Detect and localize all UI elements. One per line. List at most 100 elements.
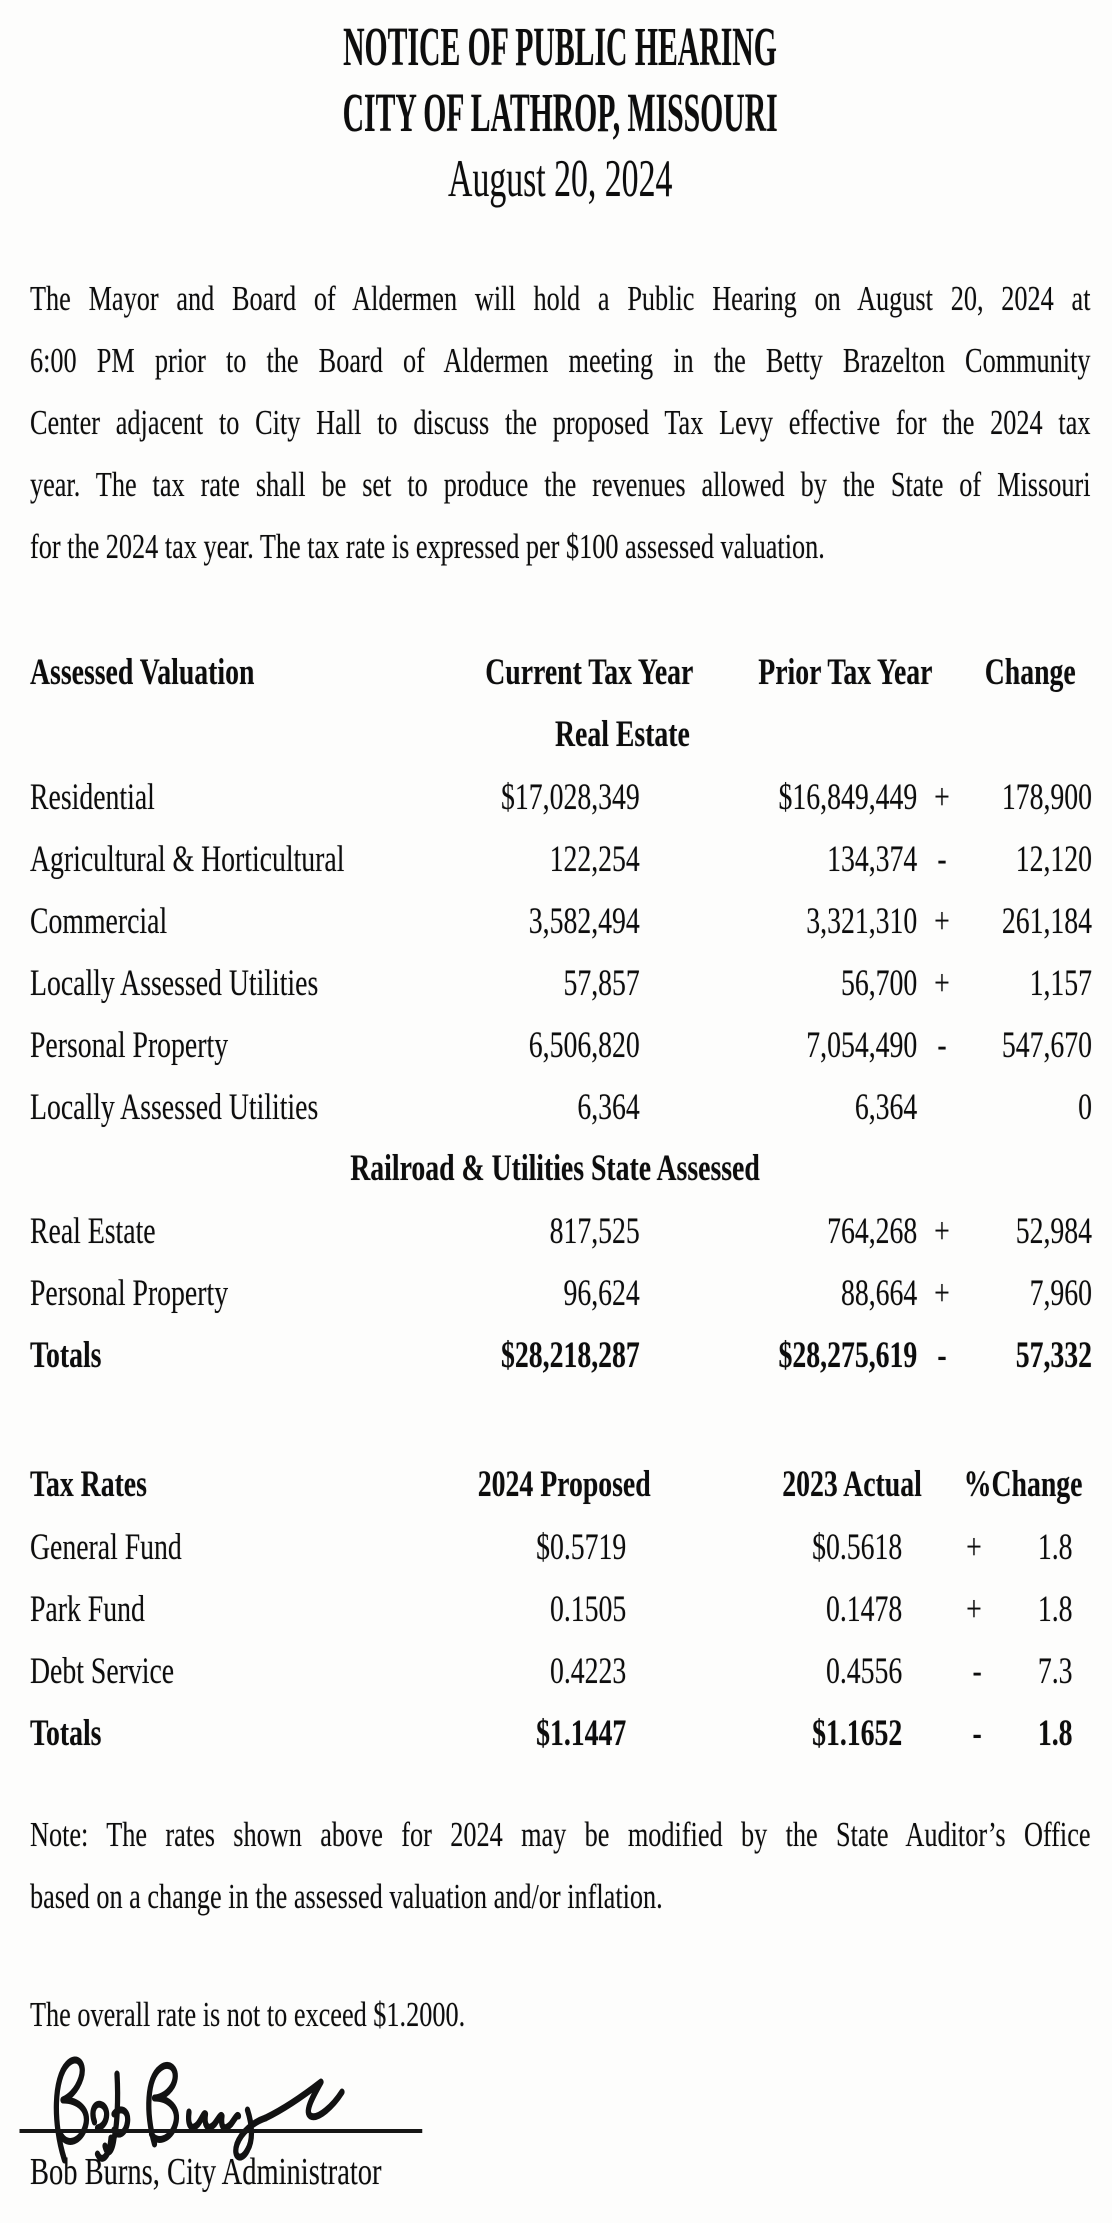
pct-value: 7.3: [1037, 1650, 1073, 1692]
change-value: 178,900: [1001, 776, 1092, 818]
row-label: Totals: [30, 1334, 102, 1376]
change-sign: +: [934, 1210, 950, 1252]
change-value: 547,670: [1001, 1024, 1092, 1066]
intro-line: year. The tax rate shall be set to produ…: [30, 465, 1091, 504]
current-value: $17,028,349: [501, 776, 640, 818]
column-header-proposed: 2024 Proposed: [477, 1464, 651, 1505]
city-title: CITY OF LATHROP, MISSOURI: [342, 82, 778, 143]
row-label: Real Estate: [30, 1210, 156, 1252]
table-row: Agricultural & Horticultural 122,254 134…: [30, 828, 1092, 890]
note-line: based on a change in the assessed valuat…: [30, 1877, 663, 1916]
proposed-value: $1.1447: [536, 1712, 627, 1754]
city-title-line: CITY OF LATHROP, MISSOURI: [30, 80, 1091, 146]
table-row: Residential $17,028,349 $16,849,449 + 17…: [30, 766, 1092, 828]
prior-value: 7,054,490: [806, 1024, 918, 1066]
pct-value: 1.8: [1037, 1712, 1073, 1754]
pct-value: 1.8: [1037, 1588, 1073, 1630]
change-value: 261,184: [1001, 900, 1092, 942]
change-sign: +: [934, 1272, 950, 1314]
assessed-valuation-header-row: Assessed Valuation Current Tax Year Prio…: [30, 642, 1091, 704]
pct-sign: +: [966, 1526, 982, 1568]
current-value: 6,506,820: [528, 1024, 640, 1066]
change-sign: +: [934, 900, 950, 942]
prior-value: $28,275,619: [778, 1334, 918, 1376]
change-sign: +: [934, 962, 950, 1004]
prior-value: 764,268: [827, 1210, 918, 1252]
row-label: Locally Assessed Utilities: [30, 1086, 319, 1128]
proposed-value: 0.4223: [549, 1650, 627, 1692]
change-sign: -: [937, 1024, 947, 1066]
table-row: Commercial 3,582,494 3,321,310 + 261,184: [30, 890, 1092, 952]
current-value: $28,218,287: [501, 1334, 640, 1376]
note-paragraph: Note: The rates shown above for 2024 may…: [30, 1804, 1091, 1928]
intro-line: The Mayor and Board of Aldermen will hol…: [30, 279, 1091, 318]
column-header-actual: 2023 Actual: [782, 1464, 922, 1505]
signature-block: Bob Burns, City Administrator: [19, 2052, 1091, 2217]
current-value: 6,364: [577, 1086, 640, 1128]
table-row: Locally Assessed Utilities 57,857 56,700…: [30, 952, 1092, 1014]
change-value: 7,960: [1029, 1272, 1092, 1314]
section-title: Real Estate: [555, 714, 690, 755]
hearing-date-line: August 20, 2024: [30, 148, 1091, 210]
column-header-change: Change: [984, 652, 1076, 693]
prior-value: 56,700: [840, 962, 918, 1004]
current-value: 122,254: [549, 838, 640, 880]
totals-row: Totals $28,218,287 $28,275,619 - 57,332: [30, 1324, 1092, 1386]
prior-value: 134,374: [827, 838, 918, 880]
actual-value: 0.1478: [825, 1588, 903, 1630]
notice-title-line: NOTICE OF PUBLIC HEARING: [30, 14, 1091, 80]
change-value: 12,120: [1015, 838, 1092, 880]
pct-sign: +: [966, 1588, 982, 1630]
prior-value: 6,364: [854, 1086, 918, 1128]
prior-value: 88,664: [840, 1272, 918, 1314]
current-value: 96,624: [563, 1272, 640, 1314]
signature-caption: Bob Burns, City Administrator: [30, 2151, 382, 2193]
tax-rates-table: Tax Rates 2024 Proposed 2023 Actual %Cha…: [30, 1454, 1091, 1764]
column-header-label: Assessed Valuation: [30, 652, 255, 693]
column-header-prior: Prior Tax Year: [758, 652, 933, 693]
table-row: Personal Property 6,506,820 7,054,490 - …: [30, 1014, 1092, 1076]
intro-paragraph: The Mayor and Board of Aldermen will hol…: [30, 268, 1091, 578]
table-row: Real Estate 817,525 764,268 + 52,984: [30, 1200, 1092, 1262]
current-value: 57,857: [563, 962, 640, 1004]
change-sign: -: [937, 1334, 947, 1376]
row-label: Residential: [30, 776, 155, 818]
table-row: Park Fund 0.1505 0.1478 + 1.8: [30, 1578, 1091, 1640]
row-label: Locally Assessed Utilities: [30, 962, 319, 1004]
change-sign: +: [934, 776, 950, 818]
signature-line: [19, 2129, 423, 2133]
row-label: Agricultural & Horticultural: [30, 838, 345, 880]
change-value: 0: [1078, 1086, 1092, 1128]
note-line: Note: The rates shown above for 2024 may…: [30, 1815, 1091, 1854]
actual-value: $0.5618: [812, 1526, 903, 1568]
row-label: Commercial: [30, 900, 168, 942]
column-header-current: Current Tax Year: [485, 652, 694, 693]
assessed-valuation-table: Assessed Valuation Current Tax Year Prio…: [30, 642, 1092, 1386]
actual-value: 0.4556: [825, 1650, 903, 1692]
change-value: 52,984: [1015, 1210, 1092, 1252]
prior-value: $16,849,449: [778, 776, 918, 818]
row-label: Debt Service: [30, 1650, 175, 1692]
change-value: 57,332: [1015, 1334, 1092, 1376]
section-header-real-estate: Real Estate: [30, 704, 1091, 766]
change-value: 1,157: [1029, 962, 1092, 1004]
intro-line: for the 2024 tax year. The tax rate is e…: [30, 527, 825, 566]
prior-value: 3,321,310: [806, 900, 918, 942]
tax-rates-header-row: Tax Rates 2024 Proposed 2023 Actual %Cha…: [30, 1454, 1091, 1516]
intro-line: 6:00 PM prior to the Board of Aldermen m…: [30, 341, 1091, 380]
totals-row: Totals $1.1447 $1.1652 - 1.8: [30, 1702, 1091, 1764]
change-sign: -: [937, 838, 947, 880]
column-header-pct-change: %Change: [963, 1464, 1083, 1505]
table-row: General Fund $0.5719 $0.5618 + 1.8: [30, 1516, 1091, 1578]
signature-scribble: [53, 2056, 345, 2164]
table-row: Locally Assessed Utilities 6,364 6,364 0: [30, 1076, 1092, 1138]
hearing-date: August 20, 2024: [448, 150, 673, 208]
row-label: Park Fund: [30, 1588, 145, 1630]
overall-rate-statement: The overall rate is not to exceed $1.200…: [30, 1995, 466, 2034]
row-label: General Fund: [30, 1526, 182, 1568]
table-row: Debt Service 0.4223 0.4556 - 7.3: [30, 1640, 1091, 1702]
pct-sign: -: [972, 1712, 982, 1754]
notice-title: NOTICE OF PUBLIC HEARING: [343, 16, 778, 77]
current-value: 3,582,494: [528, 900, 640, 942]
